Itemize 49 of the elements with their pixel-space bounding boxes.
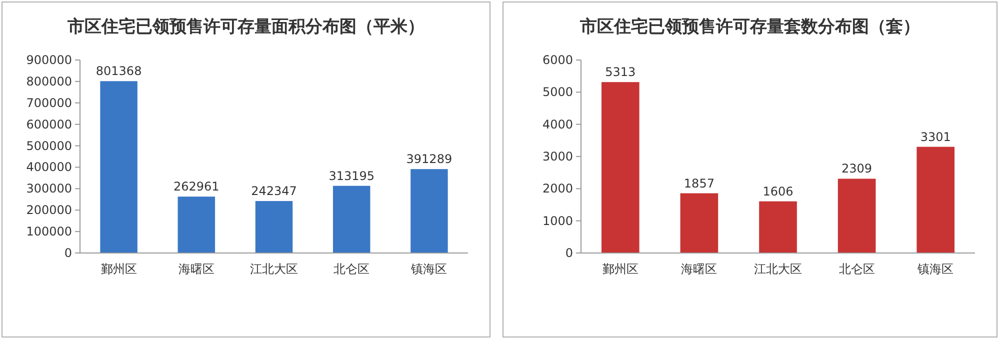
bar	[680, 193, 718, 253]
y-tick-label: 6000	[542, 53, 573, 67]
y-tick-label: 500000	[26, 138, 72, 153]
chart-title: 市区住宅已领预售许可存量面积分布图（平米）	[66, 17, 424, 37]
x-tick-label: 北仑区	[334, 262, 370, 276]
bar	[410, 169, 448, 253]
bar	[332, 186, 370, 253]
data-label: 3301	[920, 130, 951, 144]
x-tick-label: 海曙区	[178, 262, 214, 276]
bar	[601, 82, 640, 253]
data-label: 801368	[96, 64, 142, 78]
chart-title: 市区住宅已领预售许可存量套数分布图（套）	[579, 17, 920, 37]
bar	[100, 81, 138, 253]
y-tick-label: 0	[565, 246, 573, 260]
bar	[838, 178, 876, 253]
y-tick-label: 0	[64, 246, 72, 260]
y-tick-label: 5000	[542, 85, 573, 100]
x-tick-label: 江北大区	[754, 262, 802, 276]
x-tick-label: 鄞州区	[602, 262, 638, 276]
x-tick-label: 海曙区	[681, 262, 718, 276]
data-label: 5313	[605, 65, 636, 80]
y-tick-label: 700000	[26, 96, 72, 110]
data-label: 391289	[406, 152, 452, 166]
y-tick-label: 1000	[542, 214, 573, 228]
data-label: 262961	[173, 180, 220, 194]
y-tick-label: 4000	[542, 117, 573, 132]
x-tick-label: 镇海区	[916, 262, 954, 276]
data-label: 313195	[328, 168, 375, 183]
bar	[178, 196, 216, 253]
x-tick-label: 鄞州区	[100, 262, 137, 276]
data-label: 242347	[251, 184, 297, 198]
y-tick-label: 200000	[26, 203, 72, 218]
x-tick-label: 镇海区	[410, 262, 448, 276]
y-tick-label: 400000	[26, 160, 72, 174]
y-tick-label: 600000	[26, 117, 72, 132]
y-tick-label: 300000	[26, 182, 72, 196]
y-tick-label: 3000	[542, 150, 573, 164]
y-tick-label: 2000	[542, 182, 573, 196]
data-label: 2309	[842, 162, 872, 176]
data-label: 1857	[684, 176, 714, 190]
data-label: 1606	[762, 184, 794, 198]
x-tick-label: 北仑区	[838, 262, 875, 276]
y-tick-label: 100000	[26, 224, 72, 239]
bar	[759, 201, 797, 253]
x-tick-label: 江北大区	[250, 262, 298, 276]
y-tick-label: 900000	[26, 53, 72, 67]
y-tick-label: 800000	[26, 74, 72, 88]
bar	[255, 201, 293, 253]
bar	[916, 146, 955, 253]
